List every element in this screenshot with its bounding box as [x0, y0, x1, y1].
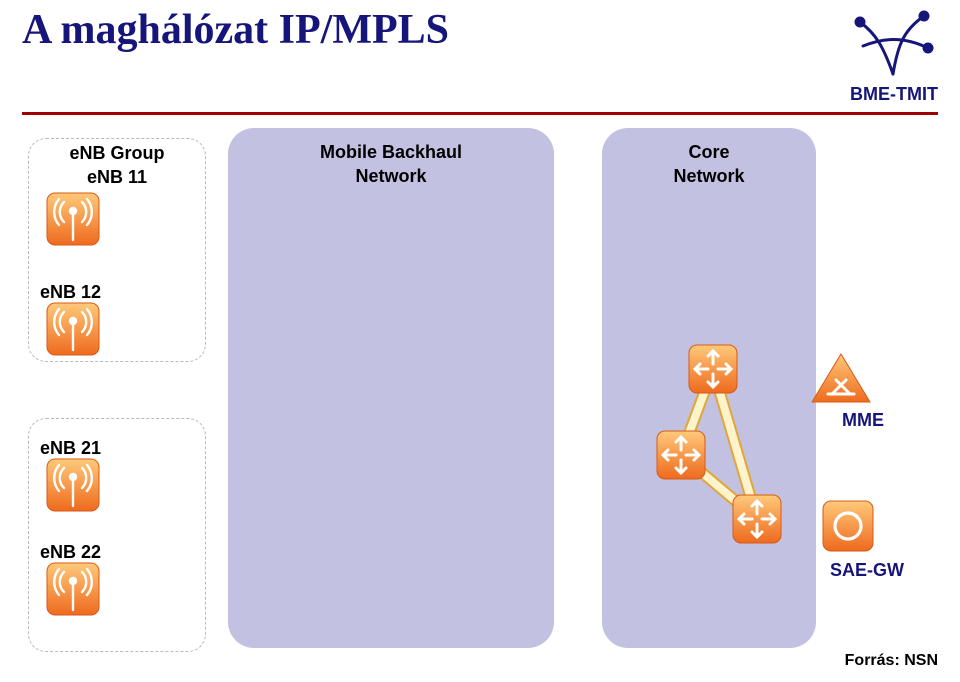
router-icon-0: [688, 344, 738, 394]
diagram-stage: { "title": { "text": "A maghálózat IP/MP…: [0, 0, 960, 682]
mme-icon: [810, 352, 872, 406]
enb12-icon: [46, 302, 100, 356]
enb11-icon: [46, 192, 100, 246]
router-icon-1: [656, 430, 706, 480]
enb22-icon: [46, 562, 100, 616]
router-icon-2: [732, 494, 782, 544]
sae-gw-icon: [822, 500, 874, 552]
mme-label: MME: [842, 410, 884, 431]
enb21-icon: [46, 458, 100, 512]
source-text: Forrás: NSN: [845, 652, 938, 670]
core-links: [0, 0, 960, 682]
sae-gw-label: SAE-GW: [830, 560, 904, 581]
